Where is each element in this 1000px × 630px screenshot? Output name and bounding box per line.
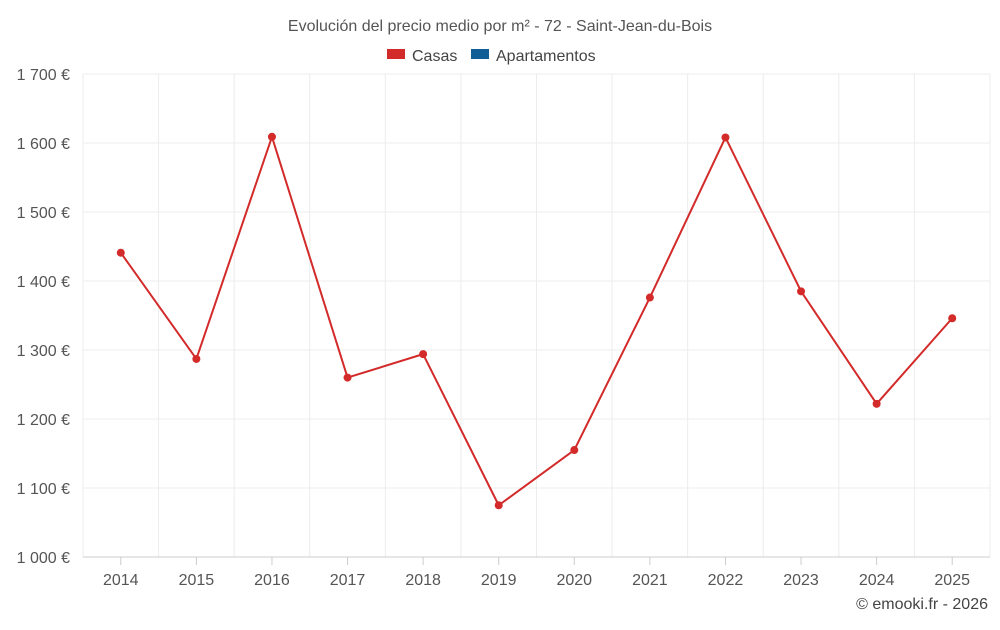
y-tick-label: 1 100 € [17, 481, 70, 498]
legend-swatch-apartamentos [471, 49, 489, 59]
x-tick-label: 2019 [481, 572, 517, 589]
legend-item-apartamentos[interactable]: Apartamentos [471, 48, 596, 65]
data-point-casas[interactable] [570, 446, 579, 455]
y-tick-label: 1 700 € [17, 67, 70, 84]
x-tick-label: 2025 [934, 572, 970, 589]
data-point-casas[interactable] [645, 293, 654, 302]
data-point-casas[interactable] [948, 314, 957, 323]
y-tick-label: 1 000 € [17, 550, 70, 567]
y-tick-label: 1 600 € [17, 136, 70, 153]
y-tick-label: 1 400 € [17, 274, 70, 291]
legend-label-apartamentos: Apartamentos [496, 48, 596, 65]
series [116, 132, 957, 510]
x-tick-label: 2016 [254, 572, 290, 589]
gridlines [82, 73, 991, 558]
y-tick-label: 1 200 € [17, 412, 70, 429]
y-tick-label: 1 500 € [17, 205, 70, 222]
data-point-casas[interactable] [267, 132, 276, 141]
credit-text: © emooki.fr - 2026 [856, 596, 988, 613]
data-point-casas[interactable] [797, 287, 806, 296]
legend-label-casas: Casas [412, 48, 457, 65]
x-tick-label: 2017 [330, 572, 366, 589]
data-point-casas[interactable] [419, 350, 428, 359]
x-tick-label: 2018 [405, 572, 441, 589]
axes: 1 000 € 1 100 € 1 200 € 1 300 € 1 400 € 1 500… [17, 67, 970, 589]
x-tick-label: 2020 [556, 572, 592, 589]
data-point-casas[interactable] [494, 501, 503, 510]
y-tick-label: 1 300 € [17, 343, 70, 360]
x-tick-label: 2023 [783, 572, 819, 589]
chart-title: Evolución del precio medio por m² - 72 -… [288, 18, 712, 35]
x-tick-label: 2024 [859, 572, 895, 589]
x-tick-label: 2021 [632, 572, 668, 589]
data-point-casas[interactable] [343, 373, 352, 382]
legend: Casas Apartamentos [387, 48, 596, 65]
legend-swatch-casas [387, 49, 405, 59]
series-line-casas [119, 135, 953, 507]
data-point-casas[interactable] [116, 248, 125, 257]
data-point-casas[interactable] [721, 133, 730, 142]
data-point-casas[interactable] [192, 354, 201, 363]
legend-item-casas[interactable]: Casas [387, 48, 457, 65]
x-tick-label: 2015 [179, 572, 215, 589]
data-point-casas[interactable] [872, 399, 881, 408]
x-tick-label: 2022 [708, 572, 744, 589]
x-tick-label: 2014 [103, 572, 139, 589]
